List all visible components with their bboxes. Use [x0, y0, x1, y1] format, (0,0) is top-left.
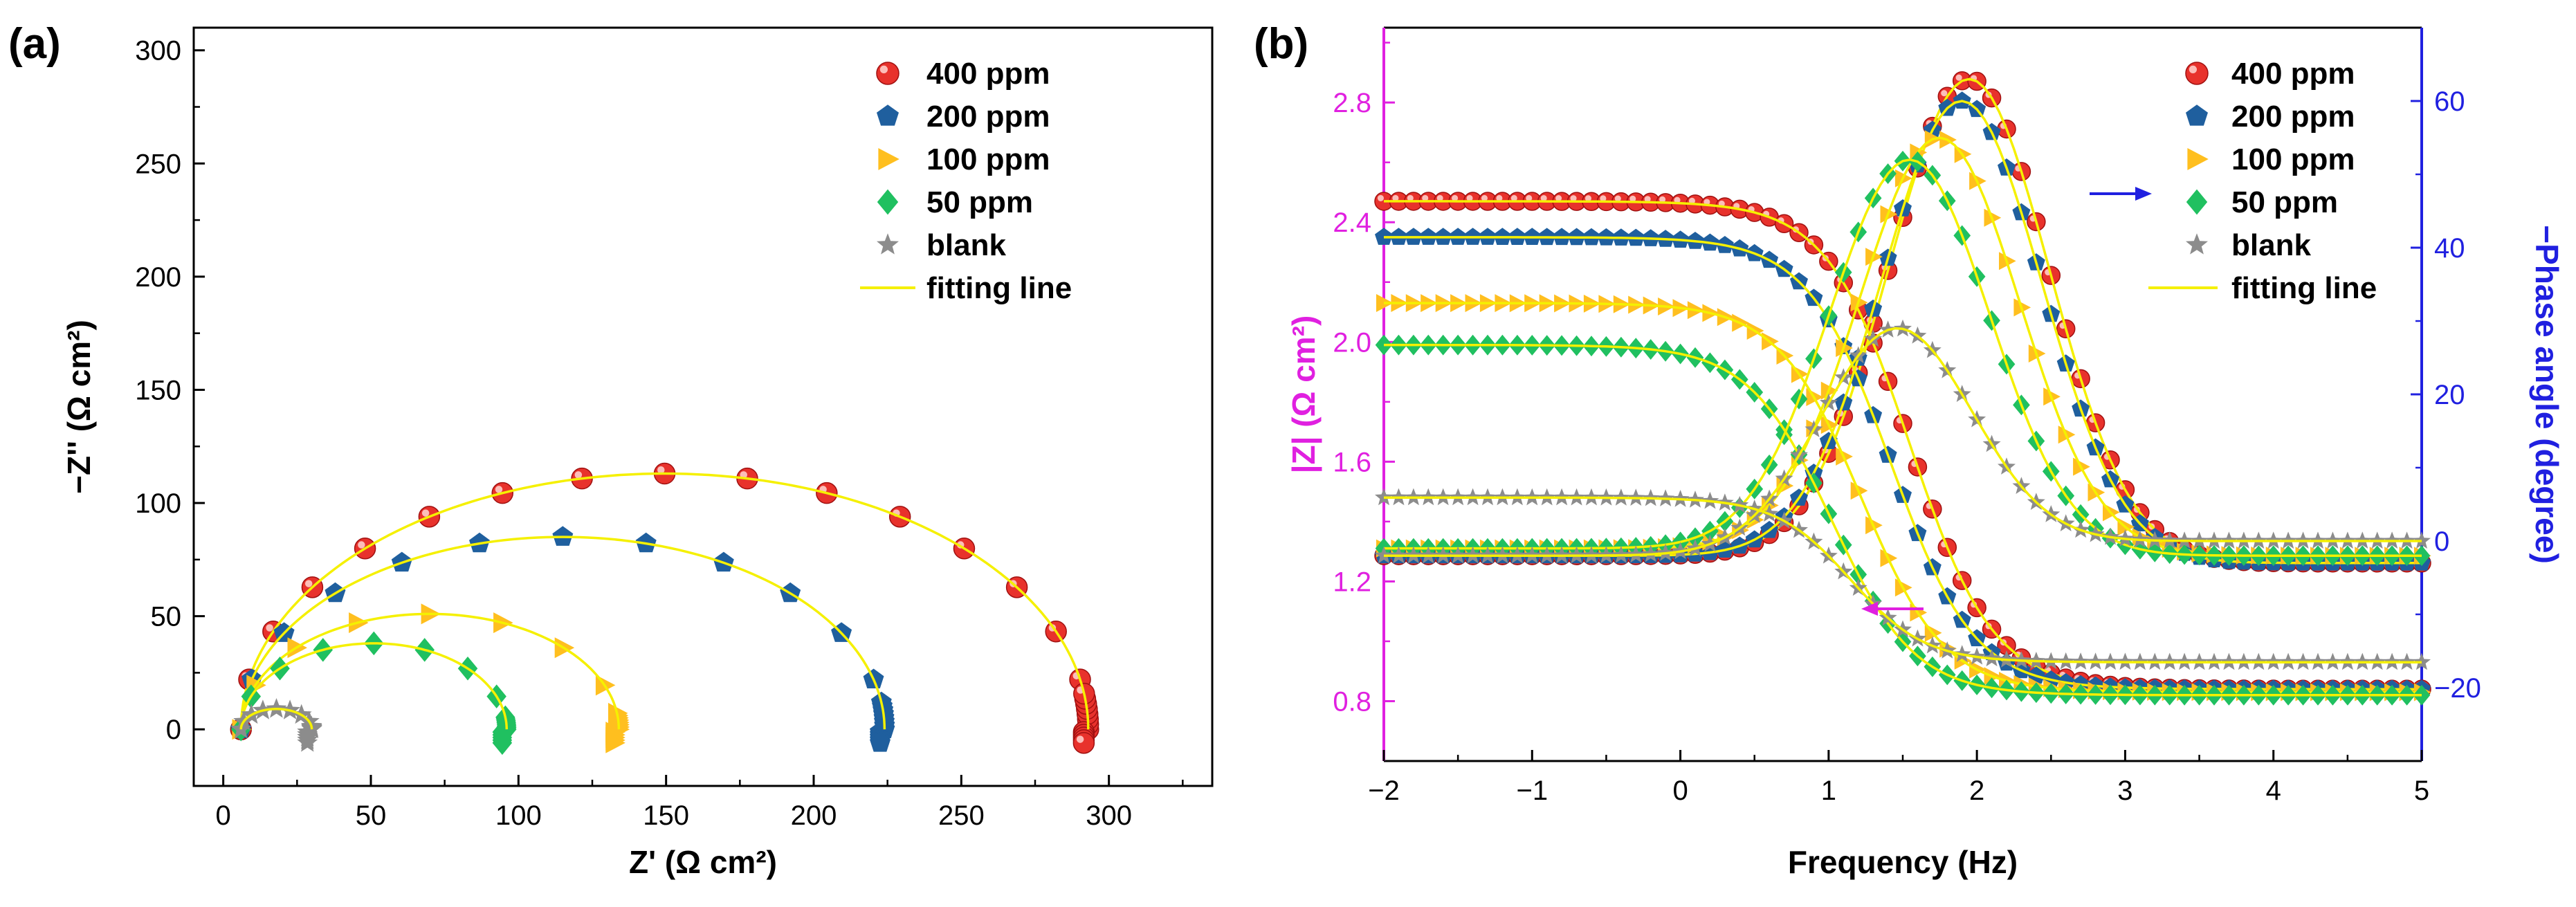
a-marker-pentagon	[870, 732, 890, 752]
b-left-tick-label: 1.6	[1333, 447, 1371, 477]
a-marker-triangle-right	[605, 732, 625, 753]
a-marker-circle	[491, 482, 513, 504]
a-y-tick-label: 100	[135, 488, 181, 519]
panel-b: (b) −2 −1 0 1 2 3 4 5 0.8 1.2 1.6 2.0 2.4 2.8 −20 0 20 40 6…	[1254, 20, 2565, 880]
a-marker-circle	[1072, 732, 1095, 754]
a-x-tick-label: 300	[1086, 800, 1132, 831]
a-y-tick-label: 50	[151, 602, 182, 632]
b-legend-label: 100 ppm	[2231, 143, 2355, 176]
b-legend-fit-label: fitting line	[2231, 271, 2377, 305]
a-series-400-ppm	[230, 462, 1099, 754]
b-legend-label: 400 ppm	[2231, 57, 2355, 91]
b-x-tick-label: 5	[2414, 776, 2429, 806]
b-phase-fit-line	[1384, 158, 2422, 557]
b-left-tick-label: 0.8	[1333, 686, 1371, 717]
b-impedance-fit-line	[1384, 343, 2422, 697]
panel-b-label: (b)	[1254, 20, 1308, 68]
a-series-blank	[230, 698, 322, 752]
b-left-tick-label: 2.8	[1333, 88, 1371, 118]
a-series-200-ppm	[230, 526, 895, 752]
b-x-tick-label: −1	[1516, 776, 1548, 806]
a-legend-label: 100 ppm	[926, 143, 1050, 176]
b-right-tick-label: 40	[2434, 233, 2465, 264]
a-marker-star	[297, 732, 318, 752]
a-y-tick-label: 0	[166, 715, 181, 745]
panel-a-label: (a)	[8, 20, 61, 68]
b-legend: 400 ppm 200 ppm 100 ppm 50 ppm blank fitting …	[2148, 57, 2377, 305]
b-right-tick-label: 0	[2434, 526, 2449, 557]
b-x-tick-label: 3	[2117, 776, 2132, 806]
b-x-axis-title: Frequency (Hz)	[1788, 844, 2018, 880]
b-left-tick-label: 2.4	[1333, 208, 1371, 238]
a-x-tick-label: 100	[495, 800, 542, 831]
b-right-tick-label: 60	[2434, 86, 2465, 117]
a-legend-marker-triangle-right	[878, 148, 899, 170]
b-series-blank	[1375, 319, 2431, 670]
b-right-tick-label: −20	[2434, 673, 2481, 704]
b-impedance-arrow	[1861, 602, 1924, 616]
b-x-tick-label: 4	[2266, 776, 2281, 806]
b-x-tick-label: 1	[1821, 776, 1836, 806]
a-fit-line	[239, 642, 509, 730]
a-y-tick-label: 250	[135, 149, 181, 179]
a-legend-marker-pentagon	[877, 104, 899, 126]
a-legend-marker-star	[877, 233, 899, 255]
b-phase-fit-line	[1384, 327, 2422, 557]
a-legend-label: 50 ppm	[926, 185, 1033, 219]
b-x-tick-label: 2	[1969, 776, 1984, 806]
panel-a: (a) 0 50 100 150 200 250 300 0 50 100 150 200 250 300 Z…	[8, 20, 1214, 880]
a-fit-line	[239, 708, 313, 730]
a-legend-label: 400 ppm	[926, 57, 1050, 91]
b-impedance-fit-line	[1384, 496, 2422, 663]
b-x-tick-label: 0	[1672, 776, 1688, 806]
a-x-axis-title: Z' (Ω cm²)	[629, 844, 777, 880]
a-y-tick-label: 200	[135, 262, 181, 293]
a-x-tick-label: 50	[356, 800, 387, 831]
a-x-tick-label: 150	[643, 800, 689, 831]
a-series-100-ppm	[232, 603, 630, 753]
b-legend-marker-diamond	[2186, 189, 2208, 215]
a-legend-fit-label: fitting line	[926, 271, 1072, 305]
b-legend-marker-triangle-right	[2187, 148, 2209, 170]
a-series-50-ppm	[231, 631, 517, 755]
a-legend-label: 200 ppm	[926, 100, 1050, 134]
b-legend-marker-circle	[2185, 62, 2209, 85]
a-y-tick-label: 300	[135, 36, 181, 66]
a-marker-diamond	[492, 731, 513, 755]
a-y-tick-label: 150	[135, 375, 181, 405]
b-left-tick-label: 2.0	[1333, 327, 1371, 358]
panel-a-frame	[192, 26, 1214, 787]
a-fit-line	[239, 535, 886, 730]
a-legend-label: blank	[926, 228, 1006, 262]
a-legend: 400 ppm 200 ppm 100 ppm 50 ppm blank fitting …	[860, 57, 1072, 305]
b-legend-label: 200 ppm	[2231, 100, 2355, 134]
a-y-axis-title: −Z'' (Ω cm²)	[61, 320, 97, 494]
b-left-tick-label: 1.2	[1333, 567, 1371, 597]
b-legend-label: blank	[2231, 228, 2311, 262]
a-x-tick-label: 200	[791, 800, 837, 831]
a-legend-marker-diamond	[877, 189, 899, 215]
b-right-tick-label: 20	[2434, 380, 2465, 410]
b-left-axis-title: |Z| (Ω cm²)	[1286, 315, 1322, 474]
b-legend-marker-pentagon	[2186, 104, 2208, 126]
a-fit-line	[239, 472, 1090, 730]
b-legend-marker-star	[2186, 233, 2208, 255]
b-impedance-fit-line	[1384, 236, 2422, 690]
a-x-tick-label: 0	[216, 800, 231, 831]
b-x-tick-label: −2	[1368, 776, 1400, 806]
a-legend-marker-circle	[876, 62, 899, 85]
a-x-tick-label: 250	[938, 800, 985, 831]
b-legend-label: 50 ppm	[2231, 185, 2338, 219]
b-phase-arrow	[2090, 187, 2152, 201]
a-fit-line	[239, 612, 621, 730]
b-right-axis-title: −Phase angle (degree)	[2529, 225, 2565, 564]
